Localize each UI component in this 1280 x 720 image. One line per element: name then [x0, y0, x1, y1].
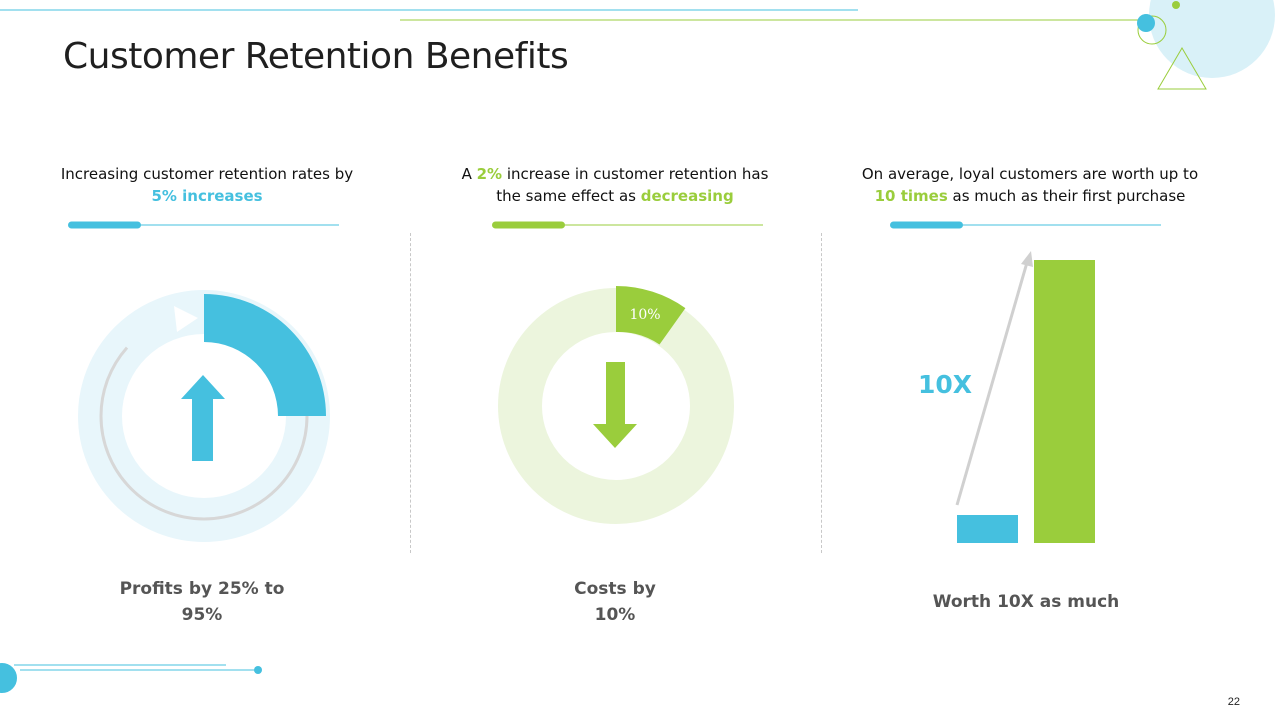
first-purchase-bar [957, 515, 1018, 543]
lead-highlight: 10 times [874, 187, 948, 205]
cost-donut: 10% [498, 286, 734, 524]
lead-pre: On average, loyal customers are worth up… [861, 165, 1199, 183]
lead-pre: A [461, 165, 477, 183]
profit-gauge [78, 290, 330, 542]
lead-highlight: 2% [476, 165, 503, 183]
column-divider-1 [410, 233, 411, 553]
caption-line-1: Profits by 25% to [119, 579, 285, 599]
lead-highlight-2: decreasing [640, 187, 734, 205]
caption-line-2: 95% [181, 605, 223, 625]
arrowhead-icon [174, 306, 198, 332]
column-divider-2 [821, 233, 822, 553]
lead-highlight: 5% increases [151, 187, 263, 205]
loyal-customer-bar [1034, 260, 1095, 543]
underline-bar-2 [492, 221, 763, 229]
lead-text-worth: On average, loyal customers are worth up… [860, 163, 1200, 207]
caption-line-2: 10% [594, 605, 636, 625]
top-decoration [0, 0, 1275, 90]
page-number: 22 [1227, 696, 1240, 708]
caption-costs: Costs by 10% [515, 576, 715, 628]
lead-mid: increase in customer retention has the s… [496, 165, 769, 205]
underline-bar-3 [890, 221, 1161, 229]
caption-worth: Worth 10X as much [932, 592, 1120, 612]
bottom-decoration [0, 661, 262, 695]
donut-label: 10% [629, 307, 660, 323]
growth-arrow-line [955, 258, 1030, 506]
page-title: Customer Retention Benefits [63, 36, 569, 77]
lead-text-costs: A 2% increase in customer retention has … [455, 163, 775, 207]
arrow-down-icon [593, 362, 637, 448]
arrow-up-icon [181, 375, 225, 461]
worth-comparison: 10X [918, 251, 1095, 543]
lead-text-retention: Increasing customer retention rates by 5… [47, 163, 367, 207]
donut-slice [616, 286, 686, 345]
lead-pre: Increasing customer retention rates by [60, 165, 354, 183]
growth-arrowhead-icon [1021, 251, 1033, 267]
caption-line-1: Costs by [574, 579, 656, 599]
lead-post: as much as their first purchase [947, 187, 1186, 205]
multiplier-label: 10X [918, 370, 972, 399]
caption-profits: Profits by 25% to 95% [102, 576, 302, 628]
underline-bar-1 [68, 221, 339, 229]
